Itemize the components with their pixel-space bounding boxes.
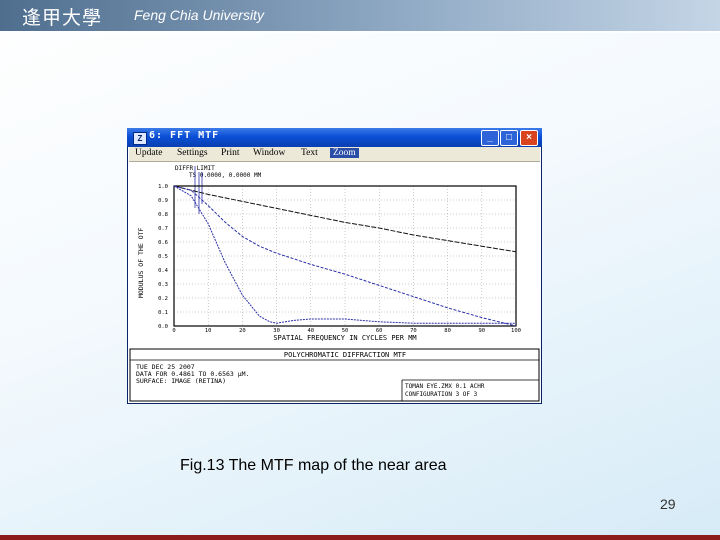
x-axis-label: SPATIAL FREQUENCY IN CYCLES PER MM [273, 334, 416, 342]
mtf-window: Z 6: FFT MTF _ □ × Update Settings Print… [127, 128, 542, 404]
window-title: 6: FFT MTF [149, 130, 220, 141]
y-tick-label: 0.3 [158, 282, 168, 288]
menu-text[interactable]: Text [301, 148, 318, 158]
x-tick-label: 90 [478, 328, 485, 334]
y-tick-label: 0.1 [158, 310, 168, 316]
menu-bar: Update Settings Print Window Text Zoom [129, 147, 540, 162]
y-tick-label: 0.9 [158, 198, 168, 204]
menu-update[interactable]: Update [135, 148, 163, 158]
footer-bar [0, 535, 720, 540]
info-configuration: CONFIGURATION 3 OF 3 [405, 391, 478, 398]
plot-frame [173, 185, 517, 327]
y-tick-label: 0.6 [158, 240, 168, 246]
chart-series [173, 185, 517, 327]
university-logo: 逢甲大學 [22, 7, 103, 29]
info-title: POLYCHROMATIC DIFFRACTION MTF [284, 351, 406, 359]
y-tick-labels: 0.0 0.1 0.2 0.3 0.4 0.5 0.6 0.7 0.8 0.9 1.0 [158, 184, 169, 330]
x-tick-label: 0 [172, 328, 175, 334]
series-line [173, 185, 516, 324]
info-wavelength: DATA FOR 0.4861 TO 0.6563 µM. [136, 370, 250, 378]
maximize-button[interactable]: □ [500, 130, 518, 146]
menu-settings[interactable]: Settings [177, 148, 208, 158]
y-tick-label: 0.7 [158, 226, 168, 232]
menu-window[interactable]: Window [253, 148, 286, 158]
x-tick-label: 100 [511, 328, 521, 334]
y-tick-label: 1.0 [158, 184, 168, 190]
y-tick-label: 0.8 [158, 212, 168, 218]
zemax-app-icon[interactable]: Z [133, 132, 147, 145]
mtf-plot: DIFFR LIMIT TS 0.0000, 0.0000 MM 0.00.10… [129, 165, 540, 402]
y-tick-label: 0.0 [158, 324, 168, 330]
x-tick-label: 30 [273, 328, 280, 334]
figure-caption: Fig.13 The MTF map of the near area [180, 457, 447, 474]
info-lens-file: TOMAN EYE.ZMX 0.1 ACHR [405, 383, 485, 390]
x-tick-label: 70 [410, 328, 417, 334]
header-divider [0, 31, 720, 33]
page-number: 29 [660, 496, 676, 512]
x-tick-labels: 0 10 20 30 40 50 60 70 80 90 100 [172, 328, 521, 334]
x-tick-label: 60 [376, 328, 383, 334]
x-tick-label: 40 [307, 328, 314, 334]
x-tick-label: 50 [342, 328, 349, 334]
chart-grid [173, 185, 517, 327]
legend-field: TS 0.0000, 0.0000 MM [189, 172, 262, 179]
info-date: TUE DEC 25 2007 [136, 363, 195, 371]
x-tick-label: 80 [444, 328, 451, 334]
menu-zoom[interactable]: Zoom [330, 148, 359, 158]
y-tick-label: 0.5 [158, 254, 168, 260]
x-tick-label: 20 [239, 328, 246, 334]
close-button[interactable]: × [520, 130, 538, 146]
header-bar: 逢甲大學 Feng Chia University [0, 0, 720, 31]
y-tick-label: 0.4 [158, 268, 169, 274]
y-axis-label: MODULUS OF THE OTF [137, 227, 145, 298]
series-line [173, 185, 517, 253]
x-tick-label: 10 [205, 328, 212, 334]
y-tick-label: 0.2 [158, 296, 168, 302]
window-titlebar[interactable]: Z 6: FFT MTF _ □ × [127, 128, 542, 147]
info-box [129, 348, 540, 402]
info-surface: SURFACE: IMAGE (RETINA) [136, 377, 226, 385]
university-name: Feng Chia University [134, 7, 264, 23]
menu-print[interactable]: Print [221, 148, 240, 158]
minimize-button[interactable]: _ [481, 130, 499, 146]
